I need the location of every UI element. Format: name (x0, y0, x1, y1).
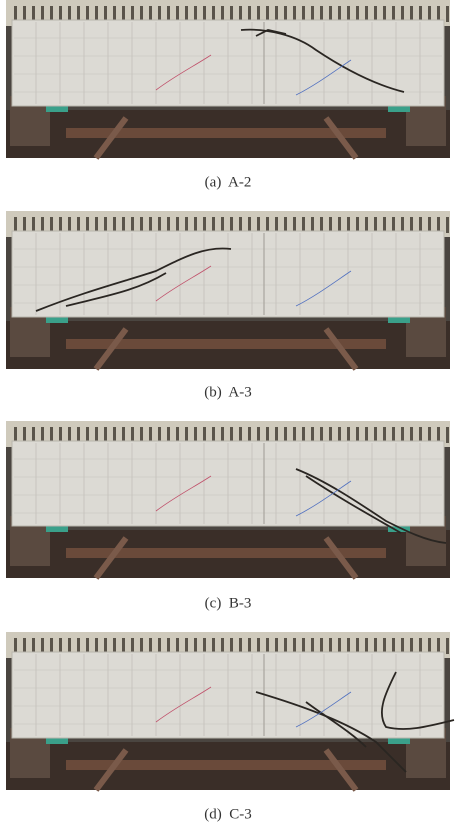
photo (6, 211, 450, 369)
caption: (d) C-3 (204, 806, 252, 822)
caption: (c) B-3 (205, 595, 252, 611)
wall-slot (446, 6, 449, 22)
page: (a) A-2(b) A-3(c) B-3(d) C-3 (() => { co… (0, 0, 456, 830)
figure: (a) A-2 (b) A-3 (c) B-3 (d) C-3 (0, 0, 456, 830)
caption: (a) A-2 (205, 174, 252, 190)
wall-slot (446, 217, 449, 233)
photo (6, 0, 450, 158)
wall-slot (446, 427, 449, 443)
photo (6, 632, 454, 790)
photo (6, 421, 450, 578)
wall-slot (446, 638, 449, 654)
caption: (b) A-3 (204, 384, 252, 400)
